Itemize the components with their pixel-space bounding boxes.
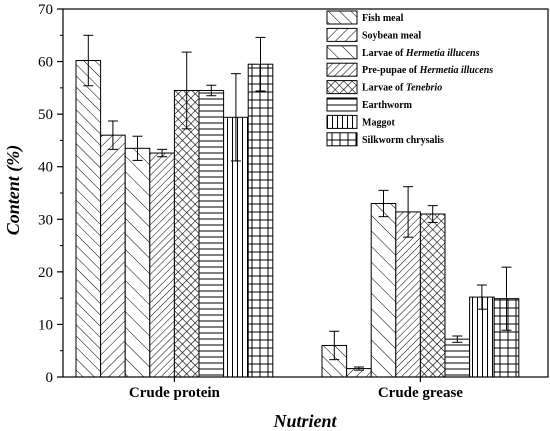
y-tick-label: 50: [38, 107, 53, 123]
legend-label: Earthworm: [362, 100, 413, 111]
legend-swatch: [326, 80, 358, 95]
bar: [198, 89, 225, 378]
bar: [247, 63, 274, 378]
bar: [149, 152, 175, 378]
y-tick-label: 0: [46, 370, 54, 386]
bar: [419, 213, 446, 378]
x-tick-label: Crude grease: [378, 385, 463, 401]
legend: Fish meal Soybean meal Larvae of Hermetia …: [326, 10, 493, 147]
legend-swatch: [326, 114, 358, 129]
legend-label: Soybean meal: [362, 30, 421, 41]
legend-label: Silkworm chrysalis: [362, 135, 444, 146]
legend-label: Larvae of Hermetia illucens: [362, 48, 480, 59]
axes-layer: 0 10 20 30 40 50 60 70 Crude protein Crude grease: [38, 2, 549, 401]
legend-swatch: [326, 27, 358, 42]
bar: [444, 338, 471, 378]
bars-layer: [75, 60, 520, 378]
error-bars-layer: [83, 34, 512, 371]
y-tick-label: 70: [38, 2, 53, 18]
bar: [100, 134, 126, 378]
y-axis-title: Content (%): [3, 145, 24, 236]
legend-label: Maggot: [362, 117, 395, 128]
x-axis-title: Nutrient: [272, 411, 337, 431]
bar: [173, 89, 200, 378]
legend-swatch: [326, 97, 358, 112]
legend-label: Fish meal: [362, 13, 404, 24]
legend-swatch: [326, 45, 358, 60]
bar: [124, 147, 151, 378]
legend-swatch: [326, 132, 358, 147]
y-tick-label: 40: [38, 160, 53, 176]
x-tick-label: Crude protein: [129, 385, 221, 401]
y-tick-label: 30: [38, 212, 53, 228]
y-tick-label: 20: [38, 265, 53, 281]
legend-swatch: [326, 62, 358, 77]
y-tick-label: 10: [38, 317, 53, 333]
y-tick-label: 60: [38, 55, 53, 71]
bar: [370, 203, 397, 378]
legend-label: Larvae of Tenebrio: [362, 83, 442, 94]
legend-swatch: [326, 10, 358, 25]
legend-label: Pre-pupae of Hermetia illucens: [362, 65, 493, 76]
bar: [75, 60, 102, 378]
